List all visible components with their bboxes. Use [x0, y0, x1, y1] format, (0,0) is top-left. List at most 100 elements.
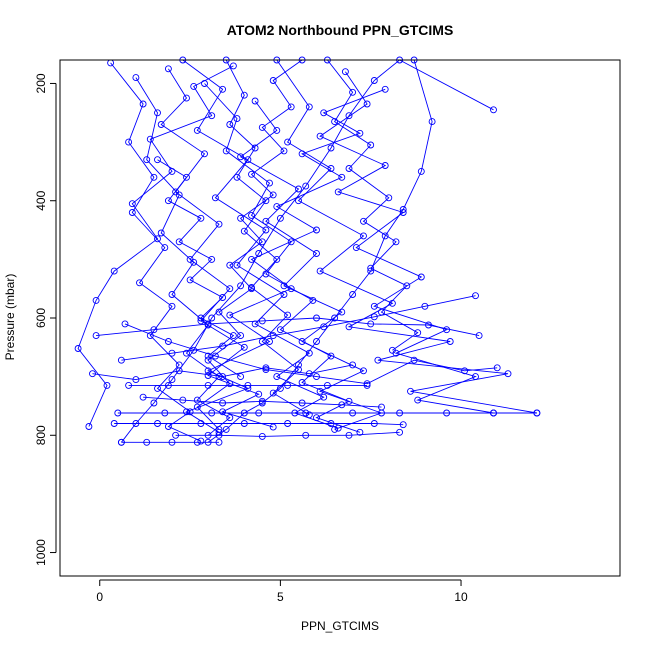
- data-point: [183, 94, 190, 102]
- data-point: [175, 367, 183, 375]
- data-point: [298, 399, 306, 407]
- data-point: [280, 147, 288, 155]
- data-point: [258, 397, 266, 405]
- data-point: [154, 109, 161, 117]
- data-point: [208, 112, 216, 120]
- data-point: [193, 438, 201, 446]
- data-point: [262, 364, 270, 372]
- series-line: [225, 59, 310, 416]
- data-point: [251, 144, 259, 152]
- data-point: [360, 232, 367, 240]
- data-point: [240, 91, 248, 99]
- series-line: [114, 423, 404, 426]
- data-point: [237, 153, 245, 161]
- series-24: [193, 56, 306, 433]
- data-point: [381, 162, 389, 169]
- data-point: [345, 397, 353, 405]
- series-line: [185, 88, 386, 433]
- series-line: [160, 68, 274, 428]
- series-layer: [74, 56, 541, 446]
- data-point: [284, 381, 292, 389]
- series-line: [276, 59, 537, 414]
- data-point: [414, 329, 422, 337]
- data-point: [197, 420, 205, 427]
- data-point: [356, 428, 364, 436]
- data-point: [472, 373, 479, 381]
- data-point: [269, 191, 277, 199]
- data-point: [168, 376, 176, 384]
- data-point: [414, 396, 422, 404]
- data-point: [269, 423, 277, 431]
- data-point: [154, 156, 161, 164]
- data-point: [428, 118, 436, 126]
- data-point: [493, 364, 501, 372]
- data-point: [222, 147, 230, 155]
- y-tick-label: 800: [34, 425, 48, 445]
- data-point: [295, 361, 302, 369]
- data-point: [175, 191, 183, 199]
- data-point: [345, 431, 353, 439]
- data-point: [273, 373, 281, 381]
- data-point: [114, 409, 122, 417]
- data-point: [150, 399, 158, 407]
- series-22: [172, 428, 404, 440]
- series-16: [110, 420, 407, 429]
- data-point: [132, 376, 140, 384]
- data-point: [258, 123, 266, 131]
- data-point: [255, 390, 263, 398]
- data-point: [327, 420, 335, 427]
- data-point: [208, 255, 216, 263]
- data-point: [186, 276, 194, 284]
- data-point: [360, 217, 367, 225]
- data-point: [139, 100, 147, 108]
- y-tick-label: 400: [34, 190, 48, 210]
- data-point: [219, 373, 227, 381]
- data-point: [305, 349, 313, 357]
- data-point: [240, 343, 248, 351]
- y-tick-label: 1000: [34, 539, 48, 566]
- series-19: [89, 361, 357, 384]
- data-point: [168, 291, 176, 298]
- data-point: [193, 396, 201, 404]
- data-point: [89, 370, 96, 378]
- data-point: [273, 203, 281, 211]
- x-tick-label: 5: [277, 590, 284, 604]
- data-point: [139, 393, 147, 401]
- data-point: [338, 308, 346, 316]
- data-point: [125, 138, 133, 146]
- data-point: [276, 214, 284, 222]
- series-line: [96, 317, 480, 337]
- data-point: [128, 200, 136, 208]
- data-point: [284, 420, 292, 427]
- data-point: [117, 438, 125, 446]
- data-point: [273, 255, 281, 263]
- data-point: [367, 141, 375, 149]
- data-point: [472, 292, 479, 300]
- data-point: [316, 132, 324, 140]
- series-26: [154, 156, 245, 381]
- data-point: [172, 431, 180, 439]
- series-21: [92, 314, 483, 340]
- data-point: [349, 88, 357, 96]
- x-tick-label: 10: [454, 590, 468, 604]
- data-point: [164, 381, 172, 389]
- data-point: [266, 179, 273, 187]
- data-point: [226, 380, 234, 388]
- data-point: [461, 367, 469, 375]
- data-point: [298, 338, 306, 345]
- y-tick-label: 200: [34, 73, 48, 93]
- data-point: [313, 373, 320, 381]
- axis-layer: 0 5 10 200 400 600 800 1000: [34, 73, 468, 604]
- data-point: [305, 411, 313, 419]
- data-point: [305, 103, 313, 111]
- data-point: [363, 100, 371, 108]
- data-point: [295, 366, 302, 374]
- series-line: [327, 59, 419, 351]
- data-point: [331, 118, 339, 126]
- data-point: [150, 326, 158, 334]
- data-point: [237, 373, 245, 381]
- data-point: [533, 409, 541, 417]
- data-point: [183, 349, 190, 357]
- data-point: [197, 437, 205, 445]
